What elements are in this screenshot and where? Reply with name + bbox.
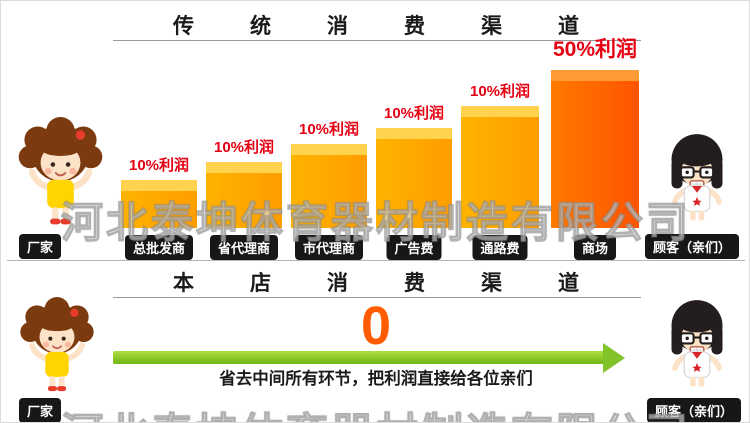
bar-channel-fee: 10%利润 通路费 bbox=[461, 83, 539, 260]
stage-label-province-agent: 省代理商 bbox=[209, 235, 279, 260]
bar-wholesaler: 10%利润 总批发商 bbox=[121, 157, 197, 260]
arrow-head-icon bbox=[603, 343, 625, 373]
arrow-caption: 省去中间所有环节，把利润直接给各位亲们 bbox=[219, 370, 533, 388]
bar-mall: 50%利润 商场 bbox=[551, 38, 639, 260]
factory-label-bottom: 厂家 bbox=[19, 398, 62, 422]
profit-label-mall: 50%利润 bbox=[552, 38, 638, 61]
bar-city-agent: 10%利润 市代理商 bbox=[291, 121, 367, 260]
stage-label-channel-fee: 通路费 bbox=[472, 235, 528, 260]
stage-label-mall: 商场 bbox=[573, 235, 617, 260]
bar-advertising: 10%利润 广告费 bbox=[376, 105, 452, 260]
profit-label: 10%利润 bbox=[128, 157, 190, 174]
stage-label-advertising: 广告费 bbox=[386, 235, 442, 260]
arrow-shaft bbox=[113, 351, 605, 364]
zero-middlemen-number: 0 bbox=[360, 296, 392, 356]
title-underline-top bbox=[113, 40, 641, 41]
title-underline-bottom bbox=[113, 297, 641, 298]
bar-province-agent: 10%利润 省代理商 bbox=[206, 139, 282, 260]
profit-label: 10%利润 bbox=[469, 83, 531, 100]
profit-label: 10%利润 bbox=[298, 121, 360, 138]
profit-staircase-chart: 10%利润 总批发商 10%利润 省代理商 10%利润 市代理商 10%利润 广… bbox=[1, 1, 749, 260]
section-divider bbox=[7, 260, 745, 261]
profit-label: 10%利润 bbox=[383, 105, 445, 122]
watermark-text-bottom: 河北泰坤体育器材制造有限公司 bbox=[1, 400, 749, 422]
customer-label-top: 顾客（亲们） bbox=[644, 234, 739, 259]
stage-label-wholesaler: 总批发商 bbox=[124, 235, 194, 260]
customer-label-bottom: 顾客（亲们） bbox=[646, 398, 741, 422]
stage-label-city-agent: 市代理商 bbox=[294, 235, 364, 260]
flow-arrow bbox=[113, 343, 625, 373]
factory-label-top: 厂家 bbox=[19, 234, 62, 259]
store-channel-title: 本店消费渠道 bbox=[173, 272, 635, 295]
traditional-channel-title: 传统消费渠道 bbox=[173, 15, 635, 38]
profit-label: 10%利润 bbox=[213, 139, 275, 156]
